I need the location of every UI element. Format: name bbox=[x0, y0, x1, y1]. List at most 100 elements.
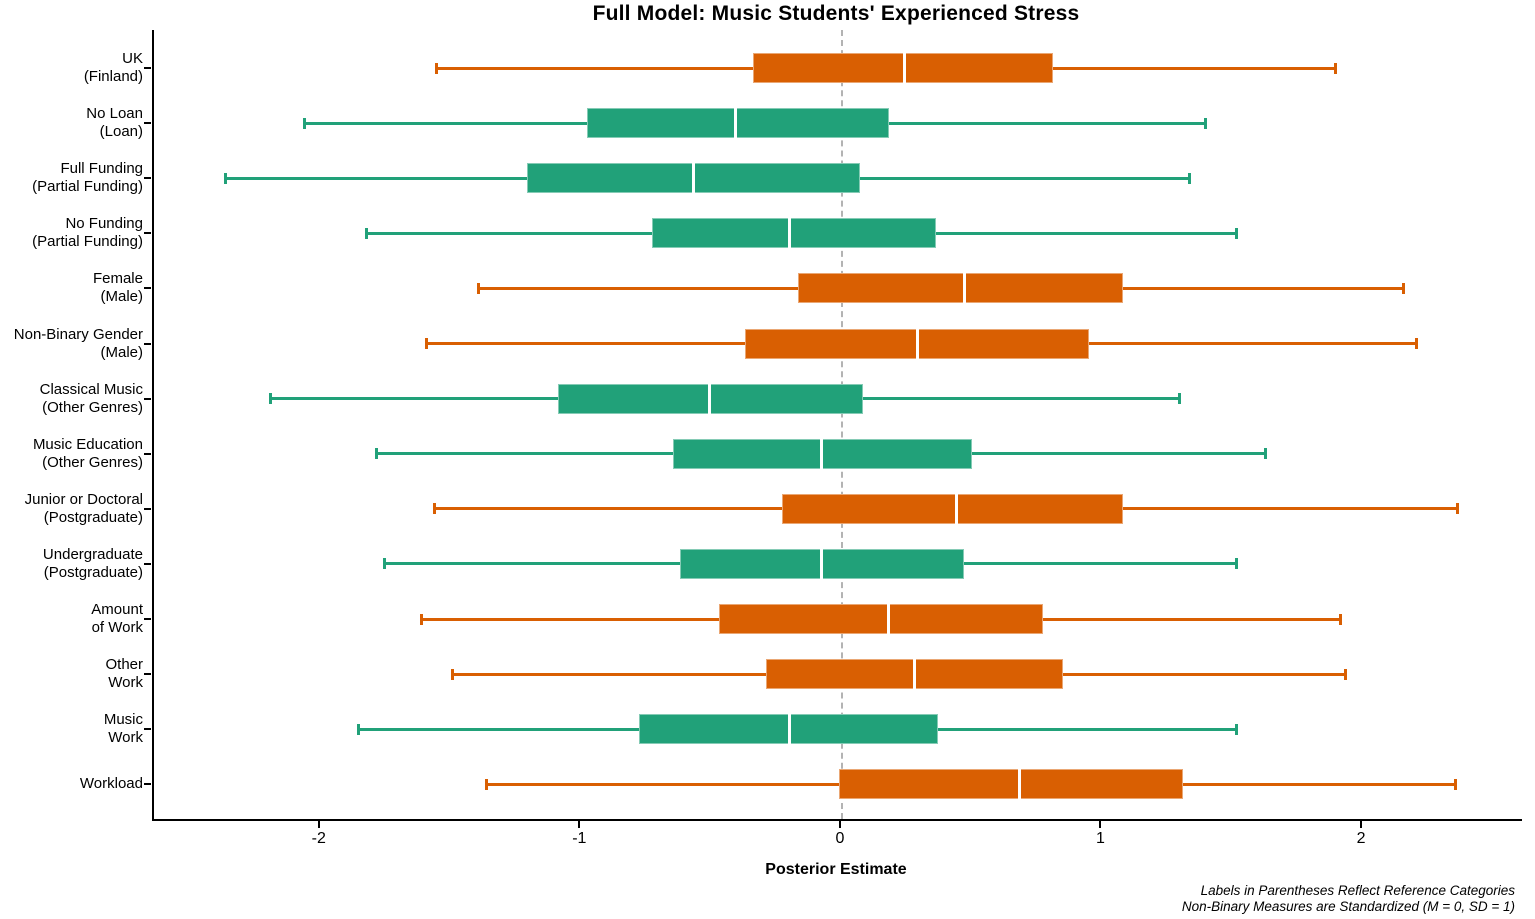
x-axis-tick-label: -2 bbox=[311, 830, 326, 847]
y-axis-tick bbox=[144, 783, 151, 786]
y-axis-tick bbox=[144, 507, 151, 510]
whisker-cap-low bbox=[302, 117, 306, 129]
footnote: Labels in Parentheses Reflect Reference … bbox=[1182, 883, 1515, 914]
zero-reference-line bbox=[840, 30, 843, 819]
row-label-line: No Funding bbox=[65, 215, 143, 233]
row-label: No Loan (Loan) bbox=[86, 105, 143, 141]
row-label-line: (Postgraduate) bbox=[43, 508, 143, 526]
row-label: Music Work bbox=[104, 711, 143, 747]
whisker-cap-high bbox=[1234, 227, 1238, 239]
footnote-line-2: Non-Binary Measures are Standardized (M … bbox=[1181, 898, 1515, 914]
row-label: Non-Binary Gender (Male) bbox=[14, 326, 143, 362]
y-axis-tick bbox=[144, 452, 151, 455]
whisker-cap-low bbox=[268, 393, 272, 405]
row-label-line: No Loan bbox=[86, 105, 143, 123]
whisker-cap-low bbox=[365, 227, 369, 239]
median-line bbox=[788, 714, 792, 745]
row-label-line: Amount bbox=[91, 601, 143, 618]
row-label: No Funding (Partial Funding) bbox=[32, 215, 143, 251]
whisker-cap-high bbox=[1456, 503, 1460, 515]
iqr-box bbox=[797, 273, 1124, 304]
whisker-cap-low bbox=[484, 778, 488, 790]
row-label: Full Funding (Partial Funding) bbox=[32, 160, 143, 196]
row-label: Other Work bbox=[105, 656, 143, 692]
whisker-cap-low bbox=[383, 558, 387, 570]
row-label-line: Non-Binary Gender bbox=[13, 325, 143, 343]
x-axis-tick bbox=[578, 821, 581, 828]
iqr-box bbox=[719, 604, 1043, 634]
y-axis-tick bbox=[144, 177, 151, 180]
median-line bbox=[1017, 769, 1021, 800]
median-line bbox=[913, 659, 917, 690]
x-axis-tick-label: 0 bbox=[835, 830, 845, 847]
row-label: Female (Male) bbox=[93, 270, 143, 306]
whisker-cap-high bbox=[1414, 338, 1418, 349]
whisker-cap-high bbox=[1333, 62, 1337, 74]
row-label-line: of Work bbox=[91, 619, 143, 636]
y-axis-tick bbox=[144, 67, 151, 69]
x-axis-tick-label: -1 bbox=[572, 830, 587, 847]
row-label-line: (Male) bbox=[100, 288, 143, 306]
median-line bbox=[733, 108, 737, 139]
x-axis-tick bbox=[1360, 821, 1363, 828]
whisker-cap-low bbox=[451, 668, 455, 680]
iqr-box bbox=[586, 108, 889, 139]
x-axis-tick bbox=[838, 821, 841, 828]
iqr-box bbox=[839, 769, 1184, 800]
row-label-line: Full Funding bbox=[60, 160, 143, 178]
row-label-line: Workload bbox=[79, 775, 143, 793]
chart-title: Full Model: Music Students' Experienced … bbox=[592, 2, 1080, 25]
whisker-cap-high bbox=[1203, 117, 1207, 129]
row-label-line: Undergraduate bbox=[42, 545, 143, 563]
iqr-box bbox=[781, 493, 1124, 524]
whisker-cap-low bbox=[375, 448, 379, 460]
y-axis-tick bbox=[144, 122, 151, 125]
x-axis-tick bbox=[317, 821, 320, 828]
whisker-cap-low bbox=[435, 62, 439, 74]
whisker-cap-low bbox=[419, 613, 423, 625]
row-label-line: Other bbox=[105, 656, 143, 674]
y-axis-tick bbox=[144, 618, 151, 620]
row-label-line: Music bbox=[103, 711, 143, 729]
iqr-box bbox=[651, 218, 936, 249]
row-label: UK (Finland) bbox=[84, 50, 143, 86]
row-label-line: (Postgraduate) bbox=[43, 563, 143, 581]
row-label-line: (Finland) bbox=[83, 68, 143, 85]
row-label-line: Female bbox=[92, 270, 143, 288]
row-label-line: Work bbox=[108, 674, 143, 692]
median-line bbox=[955, 493, 959, 524]
x-axis-tick-label: 2 bbox=[1356, 830, 1366, 847]
row-label-line: (Loan) bbox=[99, 123, 143, 141]
whisker-cap-low bbox=[357, 723, 361, 735]
whisker-cap-low bbox=[477, 282, 481, 294]
row-label-line: Junior or Doctoral bbox=[24, 490, 143, 508]
median-line bbox=[962, 273, 966, 304]
row-label-line: Music Education bbox=[32, 435, 143, 453]
row-label-line: (Other Genres) bbox=[42, 398, 143, 416]
row-label-line: (Partial Funding) bbox=[32, 178, 143, 196]
whisker-cap-high bbox=[1401, 282, 1405, 294]
median-line bbox=[902, 53, 906, 83]
row-label-line: Work bbox=[108, 729, 143, 747]
x-axis-label: Posterior Estimate bbox=[765, 861, 907, 878]
whisker-cap-high bbox=[1263, 448, 1267, 460]
median-line bbox=[691, 163, 695, 194]
median-line bbox=[915, 328, 919, 359]
y-axis-tick bbox=[144, 342, 151, 345]
row-label-line: (Partial Funding) bbox=[32, 233, 143, 251]
median-line bbox=[819, 548, 823, 579]
row-label-line: (Male) bbox=[100, 343, 143, 361]
median-line bbox=[887, 604, 891, 634]
row-label: Amount of Work bbox=[91, 601, 143, 637]
whisker-cap-low bbox=[224, 172, 228, 184]
whisker-cap-high bbox=[1234, 723, 1238, 735]
median-line bbox=[788, 218, 792, 249]
row-label-line: (Other Genres) bbox=[42, 453, 143, 471]
x-axis-tick-label: 1 bbox=[1096, 830, 1105, 847]
whisker-cap-high bbox=[1453, 778, 1457, 790]
row-label-line: Classical Music bbox=[39, 380, 143, 398]
y-axis-tick bbox=[144, 728, 151, 731]
footnote-line-1: Labels in Parentheses Reflect Reference … bbox=[1200, 883, 1515, 898]
plot-panel bbox=[152, 30, 1522, 821]
